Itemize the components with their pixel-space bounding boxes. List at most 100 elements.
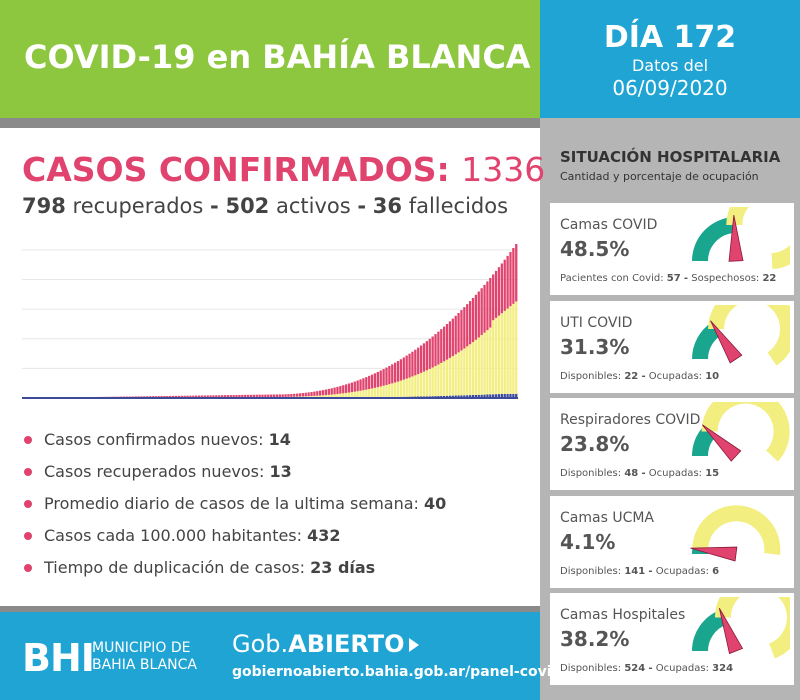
stat-value: 40 [424, 494, 447, 513]
bar-active [169, 395, 172, 398]
bar-recovered [399, 380, 403, 397]
bar-active [376, 371, 379, 388]
bar-recovered [365, 389, 368, 398]
bar-deaths [468, 395, 472, 398]
bar-active [333, 387, 336, 395]
bar-active [246, 394, 250, 398]
deaths-label: fallecidos [408, 194, 509, 218]
gauge-icon [692, 402, 790, 462]
divider [0, 118, 540, 128]
bar-active [264, 394, 267, 398]
bar-active [186, 395, 189, 398]
bhi-logo: BHI [22, 636, 95, 680]
card-label: Camas Hospitales [560, 607, 686, 623]
detail-key: Sospechosos: [691, 273, 760, 284]
confirmed-cases-total: 1336 [461, 150, 546, 189]
bar-recovered [445, 359, 449, 396]
bar-active [319, 390, 322, 396]
bar-recovered [373, 387, 377, 398]
bar-recovered [425, 370, 429, 397]
detail-key: Disponibles: [560, 663, 622, 674]
bar-recovered [492, 320, 495, 395]
bar-active [362, 378, 365, 391]
bullet-dot [24, 532, 32, 540]
bar-active [500, 263, 503, 314]
bar-active [272, 394, 276, 398]
bar-recovered [474, 339, 478, 395]
bar-recovered [353, 391, 356, 398]
bar-active [290, 393, 293, 397]
bar-active [414, 349, 417, 376]
bar-active [477, 291, 480, 338]
bar-active [267, 394, 270, 398]
bar-recovered [431, 367, 434, 397]
bar-active [330, 388, 333, 395]
detail-key: Ocupadas: [655, 663, 709, 674]
detail-value: 10 [705, 371, 720, 382]
bar-recovered [356, 391, 359, 398]
bar-active [206, 395, 209, 398]
bar-deaths [443, 395, 446, 398]
bar-active [483, 284, 486, 333]
bar-recovered [471, 342, 475, 395]
gauge-filled-arc [692, 217, 736, 262]
gauge-filled-arc [692, 609, 727, 652]
bar-deaths [454, 395, 457, 398]
detail-value: 524 [624, 663, 646, 674]
gauge-empty-arc [714, 597, 790, 659]
bar-active [151, 396, 155, 398]
bar-recovered [483, 332, 486, 395]
bar-recovered [342, 393, 345, 398]
bar-active [235, 395, 238, 398]
bar-recovered [333, 394, 336, 398]
bar-active [148, 396, 152, 398]
bar-deaths [471, 394, 475, 398]
bar-recovered [448, 357, 452, 396]
recovered-count: 798 [22, 194, 66, 218]
gauge-needle [710, 320, 743, 364]
bar-recovered [494, 317, 498, 395]
bar-deaths [448, 395, 452, 398]
bar-active [281, 394, 284, 397]
bar-active [321, 390, 325, 396]
detail-separator: - [648, 663, 653, 674]
bar-recovered [396, 381, 400, 397]
detail-separator: - [648, 566, 653, 577]
gauge-icon [692, 207, 790, 269]
bar-active [503, 259, 506, 311]
hospital-card: Respiradores COVID 23.8% Disponibles: 48 -… [550, 398, 794, 490]
stat-label: Casos confirmados nuevos: [44, 430, 264, 449]
panel-url[interactable]: gobiernoabierto.bahia.gob.ar/panel-covid [232, 664, 562, 680]
stat-value: 432 [307, 526, 341, 545]
gauge-empty-arc [726, 207, 790, 269]
bullet-dot [24, 436, 32, 444]
bar-active [313, 391, 316, 396]
bar-recovered [468, 344, 472, 396]
bar-active [445, 323, 449, 360]
bar-deaths [506, 393, 509, 398]
bar-active [417, 347, 420, 375]
bar-active [486, 281, 489, 331]
bar-recovered [500, 313, 503, 394]
bar-active [388, 365, 391, 385]
bar-active [382, 369, 385, 386]
bar-recovered [463, 348, 466, 396]
stat-item: Casos recuperados nuevos: 13 [22, 456, 532, 488]
bar-recovered [344, 392, 348, 398]
bar-recovered [310, 396, 313, 398]
stat-value: 13 [269, 462, 292, 481]
gob-prefix: Gob. [232, 630, 289, 658]
card-percentage: 23.8% [560, 432, 630, 456]
bar-active [295, 393, 299, 397]
bar-active [350, 382, 354, 393]
bar-recovered [419, 372, 423, 397]
gauge-icon [692, 305, 790, 366]
bar-recovered [486, 330, 489, 395]
stat-item: Casos confirmados nuevos: 14 [22, 424, 532, 456]
cases-chart [22, 244, 518, 399]
bar-recovered [324, 395, 328, 398]
stat-label: Casos recuperados nuevos: [44, 462, 265, 481]
bar-deaths [497, 394, 501, 398]
bar-recovered [480, 335, 483, 395]
bar-recovered [437, 364, 440, 397]
